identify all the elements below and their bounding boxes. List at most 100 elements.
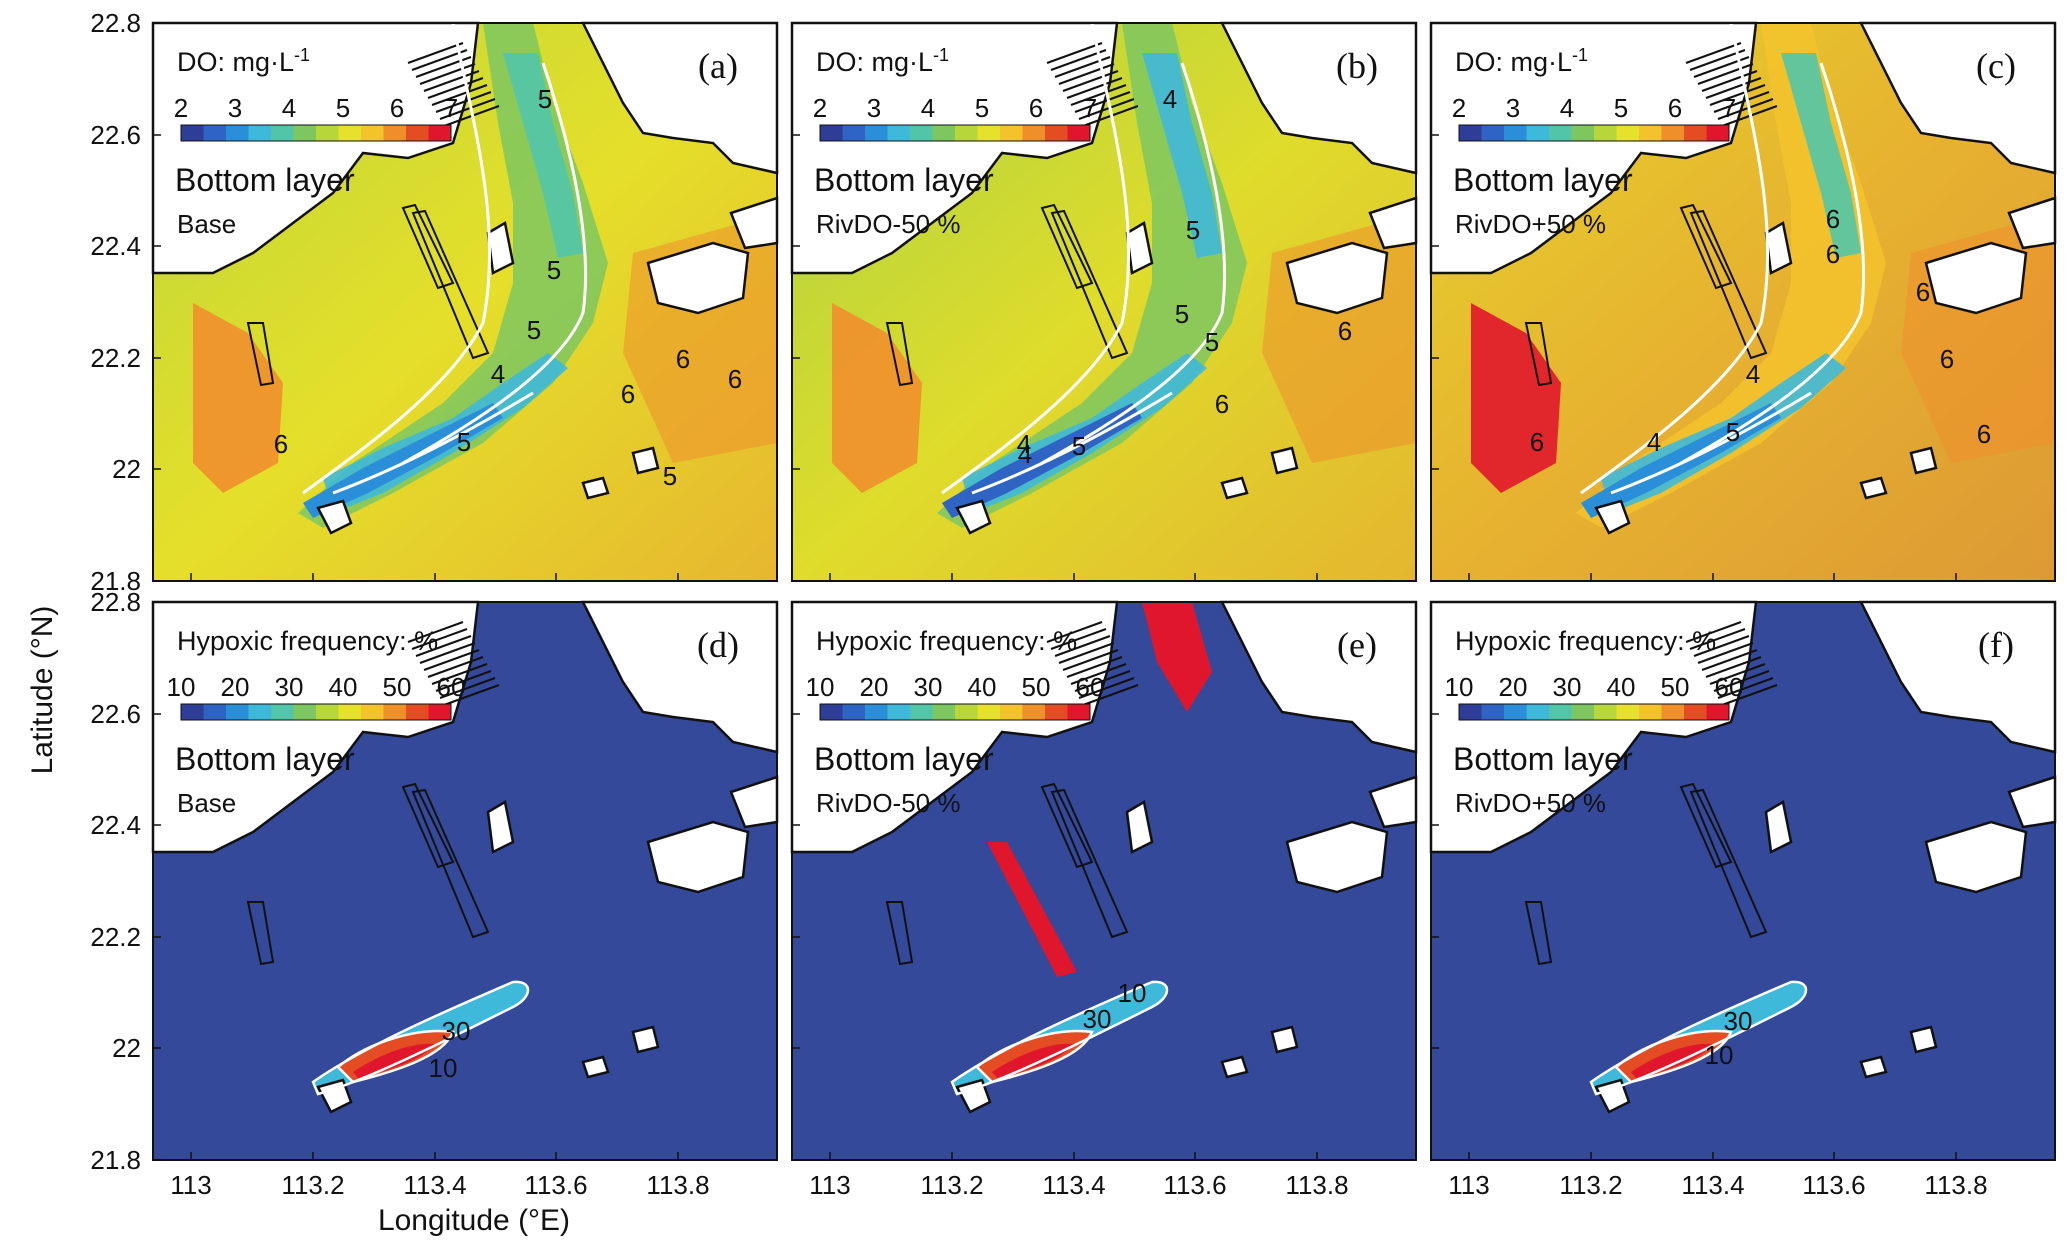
x-tick-label: 113.6 (1163, 1170, 1226, 1200)
colorbar-swatch (1684, 704, 1707, 720)
contour-value-label: 4 (1746, 359, 1760, 389)
colorbar-frame (1458, 703, 1730, 721)
colorbar-swatch (1000, 125, 1023, 141)
land-masses (1429, 21, 2057, 535)
colorbar-tick-label: 60 (1076, 672, 1105, 702)
land-polygon (581, 476, 610, 500)
land-polygon (1285, 241, 1389, 315)
contour-value-label: 5 (1205, 327, 1219, 357)
colorbar-tick-label: 60 (437, 672, 466, 702)
dock-line (431, 84, 488, 106)
land-polygon (581, 1055, 610, 1079)
land-polygon (1859, 1055, 1888, 1079)
colorbar-swatch (1706, 704, 1730, 720)
colorbar-swatch (406, 125, 429, 141)
colorbar-tick-label: 5 (975, 93, 989, 123)
dock-line (443, 684, 500, 706)
contour-line (311, 980, 530, 1096)
dock-line (1070, 84, 1127, 106)
colorbar-tick-label: 6 (390, 93, 404, 123)
colorbar-swatch (406, 704, 429, 720)
land-polygon (1924, 820, 2028, 894)
dock-line (423, 649, 480, 671)
land-polygon (316, 1078, 353, 1114)
dock-line (1697, 63, 1754, 85)
y-tick-label: 22.8 (90, 8, 141, 38)
colorbar-swatch (910, 125, 933, 141)
river-outline (1679, 782, 1733, 869)
contour-line (332, 391, 534, 495)
hypoxic-tributary-zone (987, 842, 1077, 977)
colorbar-swatch (842, 704, 866, 720)
colorbar-swatch (932, 704, 956, 720)
land-polygon (955, 499, 992, 535)
x-tick-label: 113.2 (281, 1170, 344, 1200)
colorbar-swatch (361, 704, 384, 720)
y-tick-label: 22 (112, 1033, 141, 1063)
map-panel-f: 30 10 10 20 30 40 50 60 Hypoxic frequency: % Bott… (1429, 600, 2057, 1200)
colorbar-tick-label: 30 (1553, 672, 1582, 702)
colorbar-swatch (248, 125, 272, 141)
colorbar-tick-label: 30 (914, 672, 943, 702)
dock-line (1697, 642, 1754, 664)
dock-line (1685, 42, 1742, 64)
colorbar-swatch (271, 704, 294, 720)
panel-frame (1430, 601, 2056, 1161)
dock-line (1705, 77, 1762, 99)
y-tick-label: 22.2 (90, 343, 141, 373)
river-outline (411, 788, 490, 939)
dock-line (415, 635, 472, 657)
contour-line (1680, 62, 1866, 465)
panel-frame (791, 601, 1417, 1161)
dock-line (1717, 98, 1774, 120)
land-masses (151, 600, 779, 1114)
x-tick-label: 113 (1448, 1170, 1489, 1200)
dock-line (411, 628, 468, 650)
colorbar-swatch (1022, 125, 1046, 141)
land-polygon (1270, 1025, 1299, 1054)
colorbar-swatch (1594, 704, 1617, 720)
contour-lines (941, 22, 1227, 495)
scenario-label: RivDO-50 % (816, 788, 960, 818)
y-tick-label: 22.4 (90, 231, 141, 261)
colorbar-swatch (1639, 704, 1662, 720)
contour-value-label: 5 (1072, 431, 1086, 461)
colorbar-tick-label: 5 (1614, 93, 1628, 123)
dock-line (407, 42, 464, 64)
colorbar-swatch (820, 125, 843, 141)
y-tick-label: 22.4 (90, 810, 141, 840)
hypoxic-peak-zone (1631, 1043, 1713, 1078)
contour-value-label: 6 (1977, 419, 1991, 449)
colorbar-frame (819, 124, 1091, 142)
colorbar-swatch (1661, 704, 1685, 720)
colorbar-swatch (1639, 125, 1662, 141)
land-polygon (631, 1025, 660, 1054)
colorbar-swatch (428, 125, 452, 141)
colorbar-title: DO: mg·L-1 (177, 45, 310, 77)
river-outline (246, 322, 275, 387)
x-tick-label: 113.2 (920, 1170, 983, 1200)
y-tick-label: 22.2 (90, 922, 141, 952)
colorbar-swatch (1067, 704, 1091, 720)
river-outline (885, 322, 914, 387)
colorbar-tick-label: 7 (444, 93, 458, 123)
port-docks (1685, 621, 1778, 706)
colorbar-tick-label: 3 (228, 93, 242, 123)
dock-line (1721, 684, 1778, 706)
colorbar-swatch (271, 125, 294, 141)
colorbar-swatch (820, 704, 843, 720)
colorbar-swatch (1045, 125, 1068, 141)
dock-line (1070, 663, 1127, 685)
dock-line (439, 98, 496, 120)
river-outline (401, 782, 455, 869)
layer-label: Bottom layer (1453, 162, 1633, 198)
dock-line (439, 677, 496, 699)
dock-line (419, 642, 476, 664)
x-tick-label: 113.6 (1802, 1170, 1865, 1200)
layer-label: Bottom layer (175, 741, 355, 777)
contour-value-label: 30 (442, 1016, 471, 1046)
land-polygon (955, 1078, 992, 1114)
river-outline (1524, 901, 1553, 966)
dock-line (1717, 677, 1774, 699)
